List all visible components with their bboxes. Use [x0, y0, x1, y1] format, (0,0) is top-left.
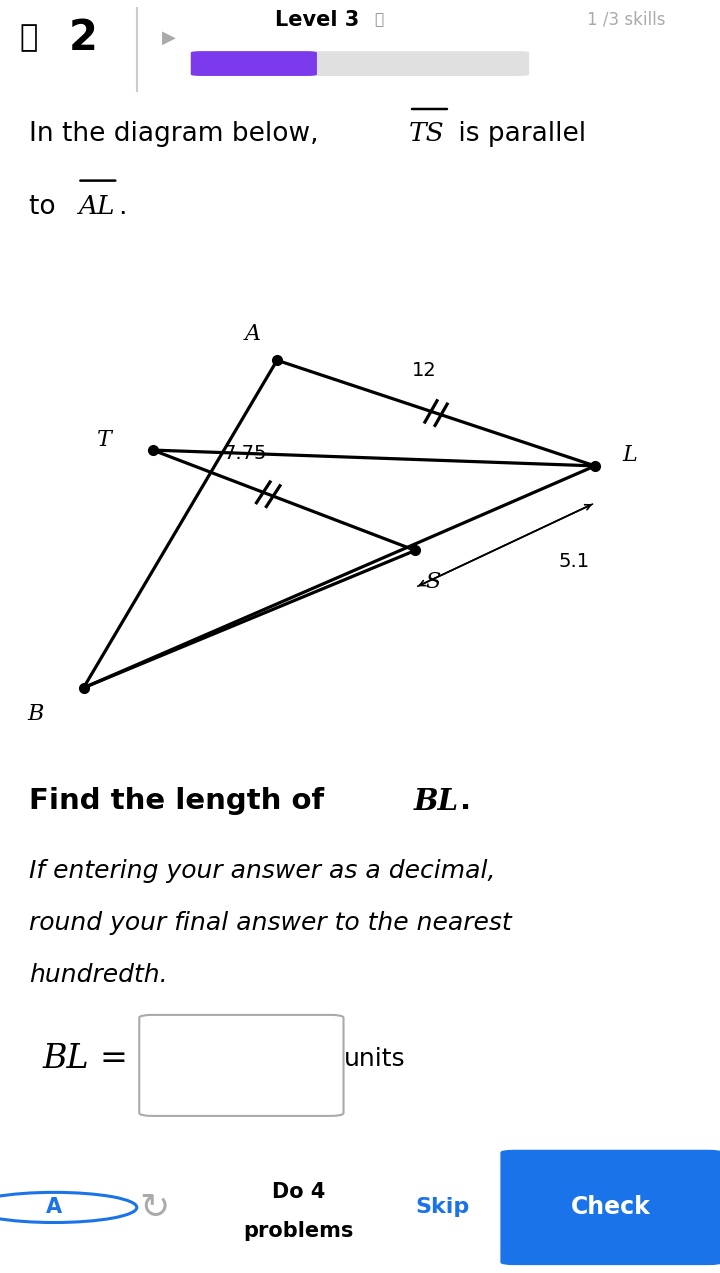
- Text: 🔥: 🔥: [19, 23, 38, 52]
- Text: Do 4: Do 4: [272, 1181, 325, 1202]
- Text: If entering your answer as a decimal,: If entering your answer as a decimal,: [29, 859, 495, 882]
- Text: =: =: [99, 1043, 127, 1076]
- Text: TS: TS: [409, 121, 445, 146]
- Text: round your final answer to the nearest: round your final answer to the nearest: [29, 910, 511, 934]
- FancyBboxPatch shape: [500, 1150, 720, 1265]
- Text: ↻: ↻: [140, 1190, 170, 1225]
- Text: 12: 12: [412, 360, 437, 379]
- Text: Find the length of: Find the length of: [29, 787, 334, 815]
- Text: 1 /3 skills: 1 /3 skills: [587, 11, 666, 29]
- Text: In the diagram below,: In the diagram below,: [29, 121, 327, 146]
- Text: Skip: Skip: [415, 1198, 470, 1217]
- Text: 7.75: 7.75: [224, 444, 267, 463]
- Text: L: L: [622, 444, 637, 466]
- Text: BL: BL: [414, 787, 459, 816]
- Text: A: A: [46, 1198, 62, 1217]
- Text: AL: AL: [78, 193, 114, 219]
- FancyBboxPatch shape: [191, 51, 529, 76]
- Text: BL: BL: [42, 1043, 89, 1074]
- Text: Check: Check: [572, 1195, 651, 1220]
- Text: ▶: ▶: [162, 29, 176, 47]
- Text: hundredth.: hundredth.: [29, 962, 168, 987]
- Text: B: B: [27, 703, 43, 726]
- Text: 2: 2: [68, 17, 97, 59]
- Text: ⓘ: ⓘ: [374, 13, 384, 27]
- Text: 5.1: 5.1: [559, 551, 590, 570]
- Text: .: .: [460, 787, 471, 815]
- Text: to: to: [29, 193, 64, 220]
- Text: is parallel: is parallel: [450, 121, 586, 146]
- FancyBboxPatch shape: [139, 1015, 343, 1116]
- Text: Level 3: Level 3: [274, 10, 359, 29]
- Text: T: T: [96, 429, 112, 451]
- Text: .: .: [118, 193, 127, 220]
- Text: A: A: [245, 323, 261, 345]
- Text: problems: problems: [243, 1221, 354, 1241]
- FancyBboxPatch shape: [191, 51, 317, 76]
- Text: S: S: [425, 572, 440, 593]
- Text: units: units: [343, 1046, 405, 1071]
